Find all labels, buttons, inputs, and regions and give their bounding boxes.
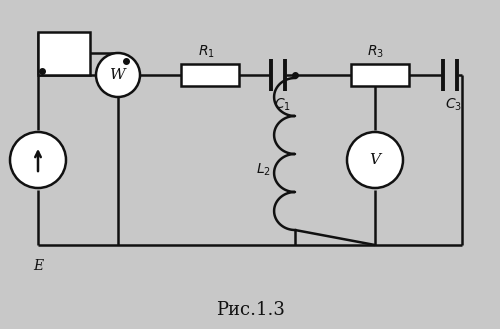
Text: W: W [110,68,126,82]
Circle shape [10,132,66,188]
Text: E: E [33,259,43,273]
Circle shape [96,53,140,97]
Text: $C_3$: $C_3$ [446,97,462,114]
Text: $L_2$: $L_2$ [256,162,270,178]
Text: Рис.1.3: Рис.1.3 [216,301,284,319]
Bar [181,64,239,86]
Text: V: V [370,153,380,167]
Text: $R_3$: $R_3$ [368,44,384,60]
Bar [351,64,409,86]
Text: $R_1$: $R_1$ [198,44,214,60]
Circle shape [347,132,403,188]
Text: $C_1$: $C_1$ [274,97,290,114]
Bar [38,32,90,75]
